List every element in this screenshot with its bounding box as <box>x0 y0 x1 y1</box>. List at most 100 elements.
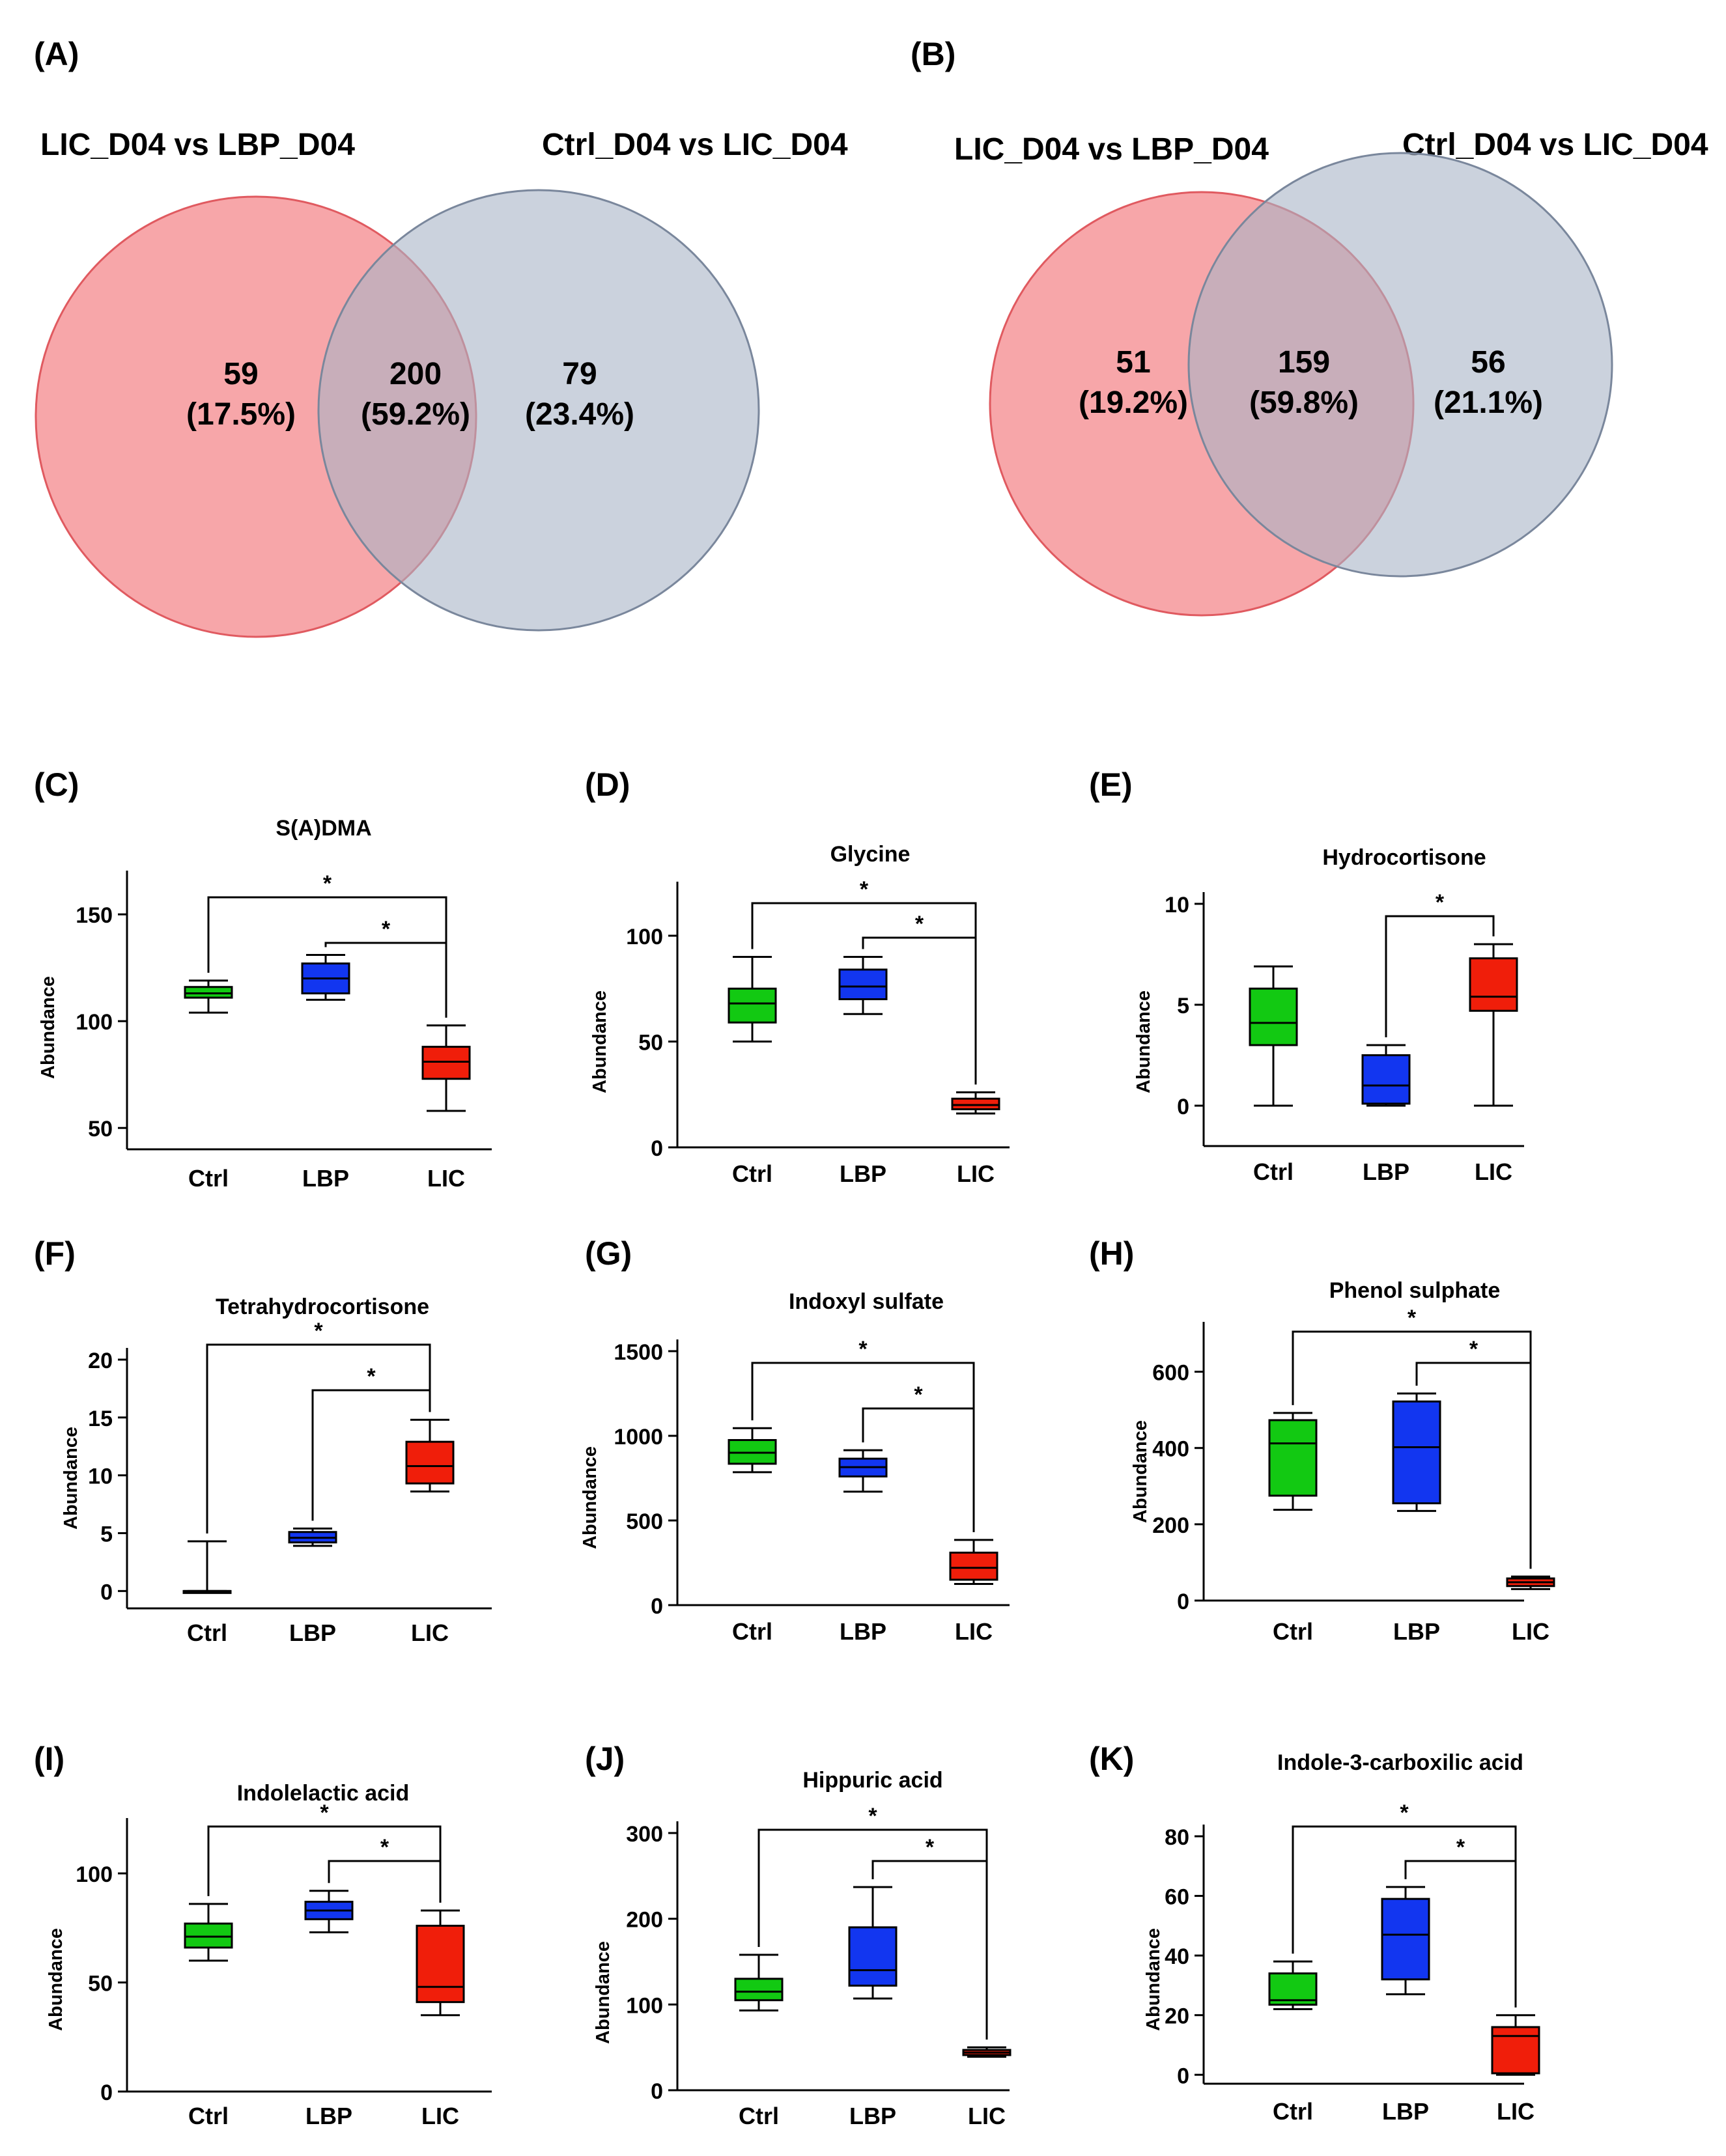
box-lbp <box>838 956 888 1015</box>
box-iqr <box>1491 2026 1540 2075</box>
x-category-label: LBP <box>1393 1618 1440 1645</box>
box-ctrl <box>728 956 777 1043</box>
significance-star: * <box>860 877 869 902</box>
significance-bracket <box>1404 1860 1517 2008</box>
y-tick-label: 400 <box>1152 1437 1189 1462</box>
significance-bracket <box>328 1860 442 1903</box>
significance-bracket <box>324 942 447 1018</box>
box-plot: (J) Hippuric acid Abundance 0 100 200 300 Ctrl L… <box>585 1741 1012 2129</box>
box-iqr <box>949 1551 998 1581</box>
y-tick-label: 500 <box>626 1509 663 1534</box>
box-iqr <box>951 1097 1000 1110</box>
significance-bracket <box>871 1860 988 2040</box>
box-iqr <box>405 1440 455 1485</box>
significance-bracket <box>751 1362 975 1532</box>
x-category-label: Ctrl <box>732 1160 772 1187</box>
box-plot: (D) Glycine Abundance 0 50 100 Ctrl LBP LIC * * <box>585 766 1010 1187</box>
y-tick-label: 200 <box>626 1908 663 1933</box>
x-category-label: LIC <box>1475 1158 1512 1185</box>
box-lic <box>1506 1575 1555 1590</box>
significance-star: * <box>323 871 332 896</box>
y-axis-label: Abundance <box>46 1928 66 2031</box>
y-axis-label: Abundance <box>61 1427 81 1530</box>
significance-bracket <box>311 1389 431 1521</box>
x-category-label: LIC <box>968 2103 1006 2129</box>
venn-diagram: (A) LIC_D04 vs LBP_D04 Ctrl_D04 vs LIC_D04… <box>34 36 848 638</box>
y-tick-label: 80 <box>1165 1825 1189 1850</box>
box-plot: (C) S(A)DMA Abundance 50 100 150 Ctrl LBP LIC * * <box>34 766 492 1192</box>
box-ctrl <box>1268 1412 1318 1511</box>
significance-bracket <box>1385 915 1495 1037</box>
significance-bracket <box>862 1407 975 1532</box>
y-axis-label: Abundance <box>593 1941 614 2044</box>
box-iqr <box>734 1978 784 2002</box>
significance-star: * <box>380 1835 389 1860</box>
box-lic <box>405 1418 455 1493</box>
panel-label: (B) <box>911 36 955 72</box>
y-tick-label: 0 <box>100 1580 113 1604</box>
significance-star: * <box>320 1800 329 1825</box>
x-category-label: Ctrl <box>1273 2098 1313 2125</box>
box-lbp <box>838 1449 888 1493</box>
venn-region-count: 79 <box>562 357 597 391</box>
y-axis-label: Abundance <box>580 1446 601 1549</box>
venn-diagram: (B) LIC_D04 vs LBP_D04 Ctrl_D04 vs LIC_D04… <box>911 36 1708 617</box>
significance-bracket <box>206 1343 431 1533</box>
box-lic <box>416 1909 465 2017</box>
venn-region-percent: (59.2%) <box>361 397 470 432</box>
significance-star: * <box>1408 1306 1417 1330</box>
significance-bracket <box>1415 1362 1532 1569</box>
chart-title: Hippuric acid <box>802 1768 942 1793</box>
x-category-label: Ctrl <box>188 2103 229 2129</box>
box-iqr <box>1268 1419 1318 1497</box>
venn-left-title: LIC_D04 vs LBP_D04 <box>954 132 1269 167</box>
panel-label: (G) <box>585 1235 632 1272</box>
y-tick-label: 100 <box>626 925 663 949</box>
y-tick-label: 50 <box>88 1117 113 1141</box>
y-tick-label: 0 <box>651 1136 663 1161</box>
y-tick-label: 600 <box>1152 1361 1189 1386</box>
y-axis-label: Abundance <box>1133 990 1154 1093</box>
box-lbp <box>848 1886 898 2000</box>
box-iqr <box>184 986 233 999</box>
box-plot: (I) Indolelactic acid Abundance 0 50 100 Ctrl L… <box>34 1741 492 2129</box>
y-tick-label: 15 <box>88 1407 113 1431</box>
y-tick-label: 20 <box>88 1349 113 1373</box>
y-tick-label: 5 <box>100 1522 113 1547</box>
chart-title: Indoxyl sulfate <box>789 1289 944 1314</box>
x-category-label: LBP <box>840 1618 886 1645</box>
panel-label: (I) <box>34 1741 64 1777</box>
box-ctrl <box>184 1903 233 1962</box>
y-tick-label: 20 <box>1165 2004 1189 2029</box>
y-tick-label: 0 <box>651 1594 663 1619</box>
significance-star: * <box>314 1319 323 1343</box>
box-plot: (F) Tetrahydrocortisone Abundance 0 5 10 15 20 C… <box>34 1235 492 1646</box>
venn-region-percent: (21.1%) <box>1434 385 1543 420</box>
box-lbp <box>1381 1886 1430 1996</box>
chart-title: Glycine <box>830 842 911 867</box>
x-category-label: LBP <box>849 2103 896 2129</box>
y-tick-label: 150 <box>76 903 113 928</box>
box-iqr <box>1381 1897 1430 1981</box>
significance-star: * <box>858 1337 868 1362</box>
box-lbp <box>1392 1392 1441 1512</box>
y-tick-label: 200 <box>1152 1513 1189 1538</box>
y-tick-label: 40 <box>1165 1944 1189 1969</box>
box-lic <box>1469 943 1518 1107</box>
x-category-label: Ctrl <box>1273 1618 1313 1645</box>
box-iqr <box>421 1046 471 1080</box>
y-axis-label: Abundance <box>38 976 59 1079</box>
y-tick-label: 100 <box>76 1010 113 1035</box>
box-ctrl <box>184 979 233 1014</box>
x-category-label: Ctrl <box>732 1618 772 1645</box>
y-tick-label: 5 <box>1177 994 1189 1018</box>
significance-star: * <box>367 1364 376 1389</box>
x-category-label: LBP <box>289 1619 336 1646</box>
box-iqr <box>1392 1400 1441 1505</box>
x-category-label: LBP <box>1382 2098 1429 2125</box>
x-category-label: Ctrl <box>739 2103 779 2129</box>
chart-title: S(A)DMA <box>276 816 371 841</box>
box-ctrl <box>734 1953 784 2012</box>
y-tick-label: 1500 <box>614 1340 663 1365</box>
venn-region-count: 200 <box>389 357 442 391</box>
